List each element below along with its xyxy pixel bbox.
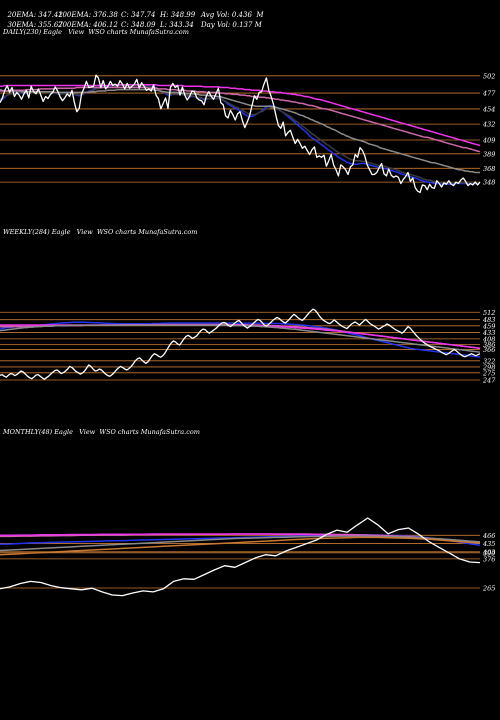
y-tick-label: 366	[483, 346, 495, 354]
ema-line	[0, 324, 481, 353]
price-line	[0, 517, 481, 597]
price-line	[0, 308, 481, 380]
high-stat: H: 348.99	[160, 11, 196, 19]
close2-stat: C: 348.09	[121, 21, 156, 29]
y-tick-label: 399	[483, 549, 495, 557]
ema20-stat: 20EMA: 347.42	[7, 11, 63, 19]
ema-line	[0, 84, 480, 185]
ema-line	[0, 86, 481, 153]
y-tick-label: 432	[482, 121, 495, 129]
ema-line	[0, 84, 480, 184]
y-tick-label: 512	[483, 309, 495, 317]
monthly-chart-title: MONTHLY(48) Eagle View WSO charts Munafa…	[3, 428, 200, 436]
y-tick-label: 368	[483, 165, 495, 173]
y-tick-label: 408	[482, 335, 495, 343]
daily-chart-title: DAILY(230) Eagle View WSO charts MunafaS…	[3, 28, 189, 36]
ema30-stat: 30EMA: 355.67	[7, 21, 63, 29]
weekly-chart-title: WEEKLY(284) Eagle View WSO charts Munafa…	[3, 228, 198, 236]
ema-line	[0, 536, 481, 556]
y-tick-label: 433	[482, 329, 495, 337]
y-tick-label: 275	[482, 369, 495, 377]
y-tick-label: 389	[483, 150, 495, 158]
y-tick-label: 403	[482, 548, 495, 556]
y-tick-label: 454	[482, 105, 495, 113]
ema-line	[0, 535, 481, 552]
y-tick-label: 409	[482, 137, 495, 145]
y-tick-label: 435	[482, 540, 495, 548]
price-line	[0, 74, 481, 194]
y-tick-label: 348	[483, 179, 495, 187]
ema-line	[0, 88, 480, 174]
avg-vol-stat: Avg Vol: 0.436 M	[201, 11, 264, 19]
y-tick-label: 483	[482, 316, 495, 324]
y-tick-label: 459	[482, 322, 495, 330]
y-tick-label: 265	[482, 584, 495, 592]
header-row-1: 20EMA: 347.42 100EMA: 376.38 C: 347.74 H: 3…	[3, 3, 263, 19]
day-vol-stat: Day Vol: 0.137 M	[201, 21, 262, 29]
y-tick-label: 466	[482, 532, 495, 540]
y-tick-label: 502	[483, 72, 495, 80]
y-tick-label: 477	[482, 90, 496, 98]
low-stat: L: 343.34	[160, 21, 194, 29]
ema-line	[0, 84, 481, 147]
y-tick-label: 376	[483, 555, 495, 563]
header-row-2: 30EMA: 355.67 200EMA: 406.12 C: 348.09 L: 3…	[3, 13, 261, 29]
y-tick-label: 386	[483, 341, 495, 349]
ema100-stat: 100EMA: 376.38	[58, 11, 118, 19]
close-stat: C: 347.74	[121, 11, 156, 19]
y-tick-label: 247	[482, 376, 496, 384]
ema200-stat: 200EMA: 406.12	[58, 21, 118, 29]
y-tick-label: 322	[483, 357, 495, 365]
ema-line	[0, 321, 481, 358]
y-tick-label: 298	[482, 363, 495, 371]
